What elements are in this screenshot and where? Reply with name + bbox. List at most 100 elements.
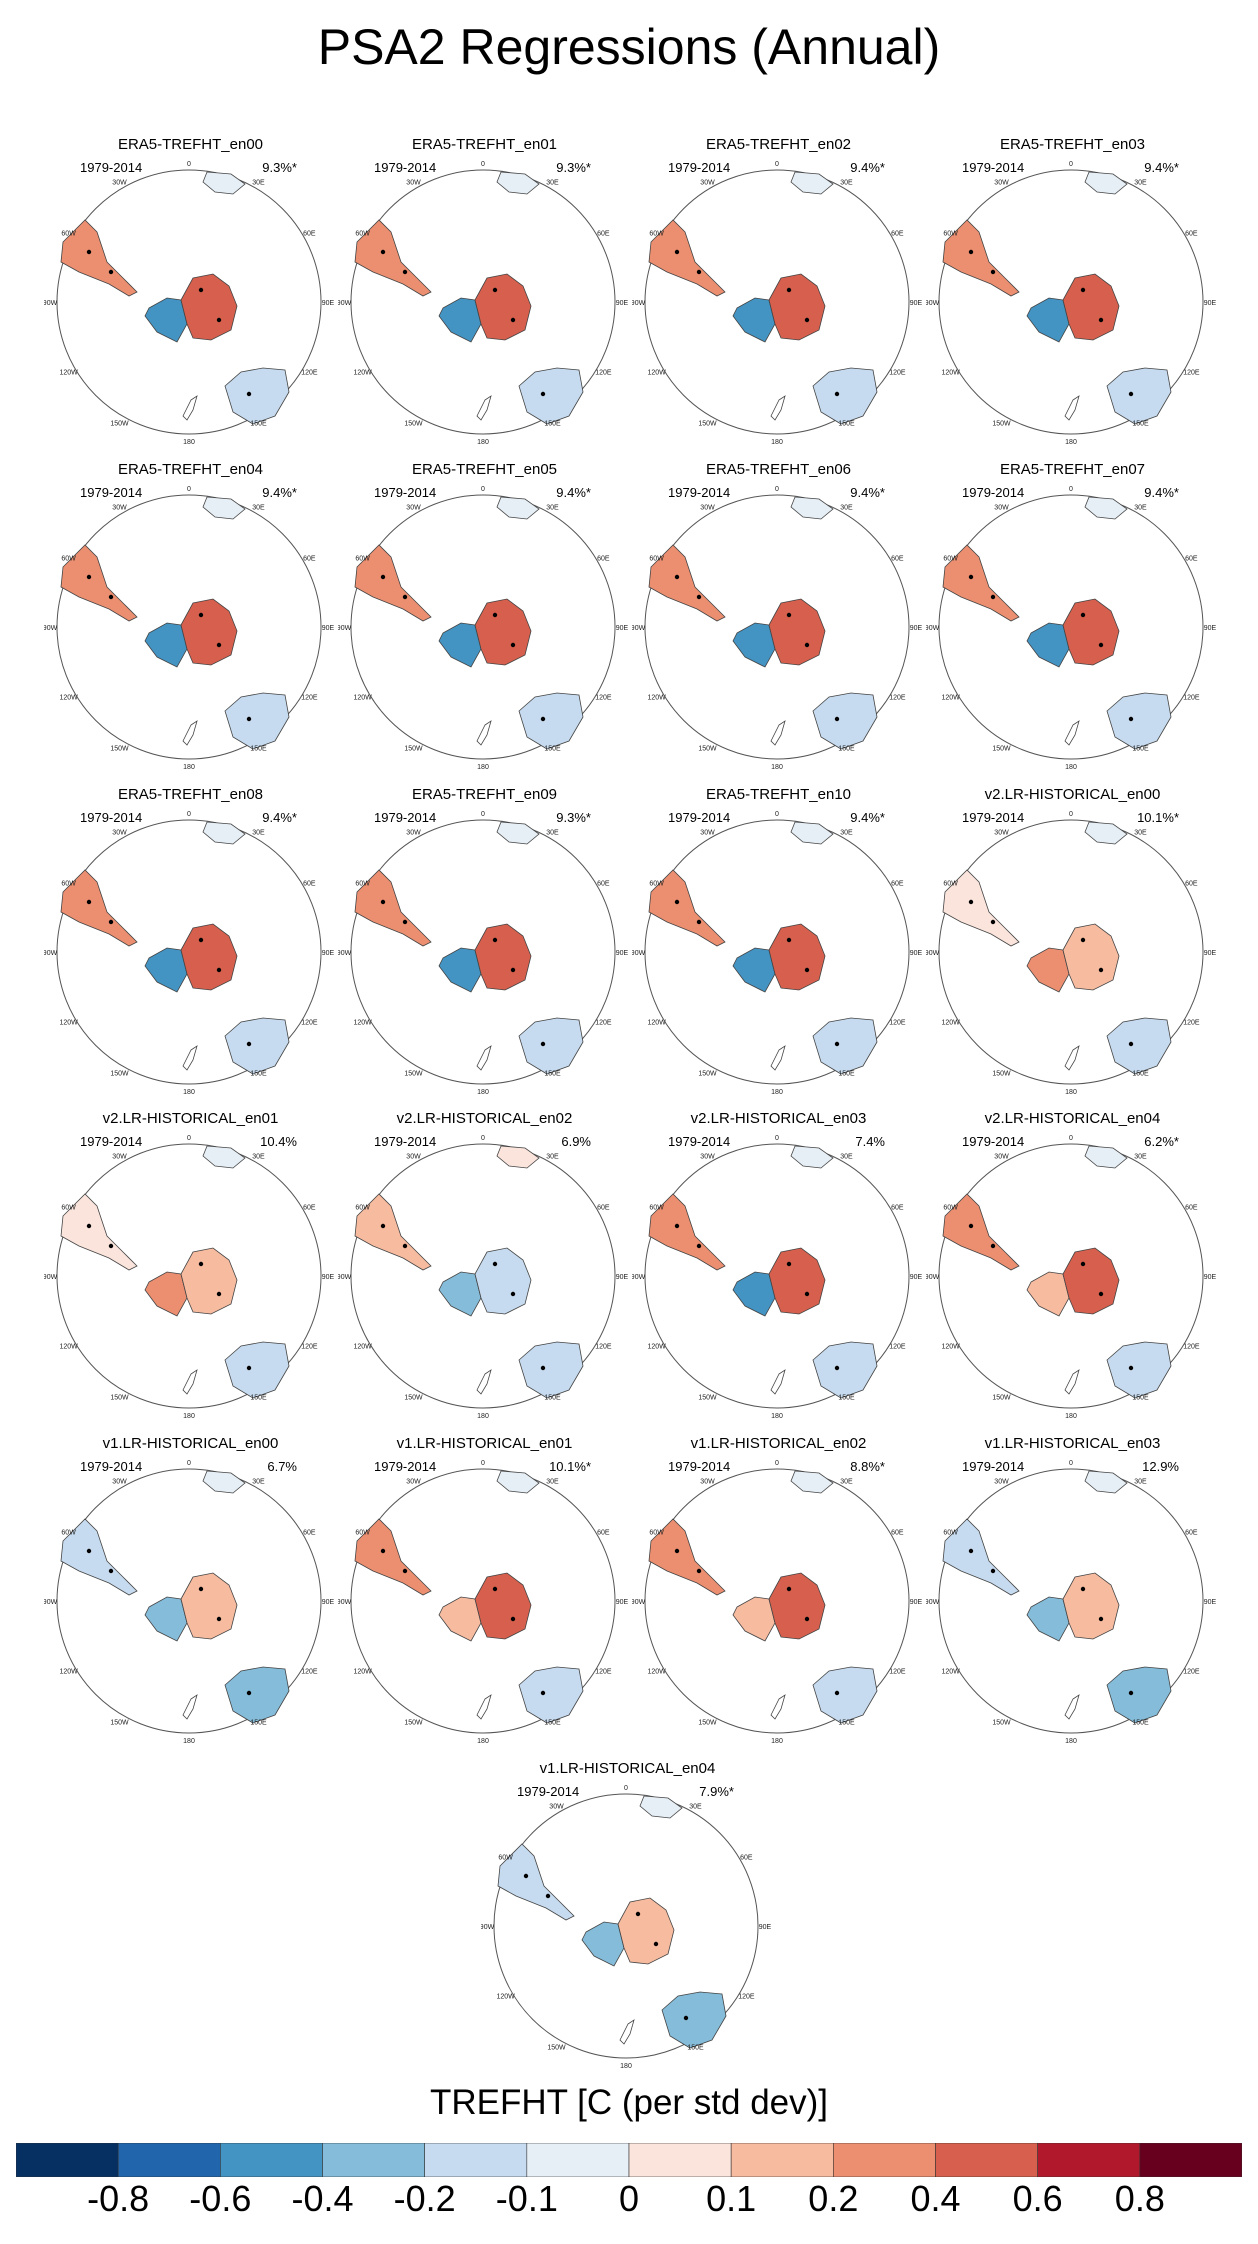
- longitude-label: 90E: [616, 1274, 629, 1281]
- panel-title: v2.LR-HISTORICAL_en03: [690, 1110, 867, 1127]
- longitude-label: 150W: [698, 1070, 717, 1077]
- longitude-label: 120E: [1183, 1344, 1200, 1351]
- polar-map: 0 30E 60E 90E 120E 150E 180 150W 120W 90W 60W 30W: [926, 1135, 1217, 1418]
- panel-period: 1979-2014: [962, 1459, 1025, 1474]
- landmass-south-america: [60, 1518, 138, 1596]
- colorbar-segment: [117, 2143, 221, 2177]
- polar-map: 0 30E 60E 90E 120E 150E 180 150W 120W 90W 60W 30W: [338, 486, 629, 769]
- landmass-south-america: [648, 219, 726, 297]
- longitude-label: 150W: [404, 420, 423, 427]
- landmass-new-zealand: [770, 720, 786, 746]
- landmass-south-america: [942, 219, 1020, 297]
- longitude-label: 30E: [840, 1154, 853, 1161]
- panel-title: ERA5-TREFHT_en08: [117, 786, 264, 803]
- polar-map: 0 30E 60E 90E 120E 150E 180 150W 120W 90W 60W 30W: [632, 161, 923, 444]
- landmass-new-zealand: [1064, 1694, 1080, 1720]
- map-panel: v2.LR-HISTORICAL_en01 1979-2014 10.4% 0 30E 6…: [44, 1110, 337, 1418]
- longitude-label: 60W: [498, 1855, 513, 1862]
- significance-dot: [786, 1586, 792, 1592]
- colorbar-title: TREFHT [C (per std dev)]: [429, 2083, 829, 2122]
- landmass-south-america: [354, 1518, 432, 1596]
- polar-map: 0 30E 60E 90E 120E 150E 180 150W 120W 90W 60W 30W: [338, 811, 629, 1094]
- map-panel: ERA5-TREFHT_en03 1979-2014 9.4%* 0 30E 60E 90E…: [926, 136, 1219, 444]
- landmass-africa: [496, 171, 540, 195]
- landmass-east-antarctica: [180, 1572, 238, 1640]
- polar-map: 0 30E 60E 90E 120E 150E 180 150W 120W 90W 60W 30W: [632, 1460, 923, 1743]
- polar-map: 0 30E 60E 90E 120E 150E 180 150W 120W 90W 60W 30W: [338, 1460, 629, 1743]
- landmass-south-america: [942, 869, 1020, 947]
- significance-dot: [380, 249, 386, 255]
- panel-title: ERA5-TREFHT_en05: [411, 461, 558, 478]
- landmass-east-antarctica: [180, 923, 238, 991]
- significance-dot: [540, 1041, 546, 1047]
- longitude-label: 120E: [595, 1669, 612, 1676]
- longitude-label: 150W: [110, 420, 129, 427]
- longitude-label: 30E: [252, 180, 265, 187]
- longitude-label: 180: [620, 2063, 632, 2068]
- longitude-label: 90E: [1204, 625, 1217, 632]
- landmass-new-zealand: [770, 395, 786, 421]
- panel-title: v2.LR-HISTORICAL_en04: [984, 1110, 1161, 1127]
- significance-dot: [804, 967, 810, 973]
- landmass-new-zealand: [476, 1369, 492, 1395]
- landmass-africa: [496, 821, 540, 845]
- significance-dot: [674, 899, 680, 905]
- panel-period: 1979-2014: [80, 485, 143, 500]
- longitude-label: 0: [624, 1785, 628, 1792]
- longitude-label: 180: [477, 1738, 489, 1743]
- panel-percent: 9.4%*: [850, 160, 885, 175]
- landmass-south-america: [60, 219, 138, 297]
- longitude-label: 30W: [700, 180, 715, 187]
- longitude-label: 90E: [616, 950, 629, 957]
- panel-percent: 7.9%*: [699, 1784, 734, 1799]
- longitude-label: 30W: [700, 830, 715, 837]
- longitude-label: 30E: [546, 1479, 559, 1486]
- longitude-label: 30W: [406, 180, 421, 187]
- panel-title: v2.LR-HISTORICAL_en01: [102, 1110, 279, 1127]
- significance-dot: [804, 1616, 810, 1622]
- polar-map: 0 30E 60E 90E 120E 150E 180 150W 120W 90W 60W 30W: [481, 1785, 772, 2068]
- longitude-label: 60W: [943, 1530, 958, 1537]
- map-panel: v2.LR-HISTORICAL_en02 1979-2014 6.9% 0 30E 60…: [338, 1110, 631, 1418]
- significance-dot: [198, 1261, 204, 1267]
- significance-dot: [834, 1041, 840, 1047]
- longitude-label: 30E: [546, 505, 559, 512]
- landmass-east-antarctica: [1062, 273, 1120, 341]
- landmass-west-antarctica: [1026, 947, 1070, 993]
- longitude-label: 90W: [926, 625, 940, 632]
- map-panel: ERA5-TREFHT_en00 1979-2014 9.3%* 0 30E 60E 90E…: [44, 136, 337, 444]
- longitude-label: 120E: [738, 1994, 755, 2001]
- significance-dot: [674, 574, 680, 580]
- landmass-west-antarctica: [1026, 1596, 1070, 1642]
- landmass-west-antarctica: [581, 1921, 625, 1967]
- significance-dot: [86, 1223, 92, 1229]
- longitude-label: 90W: [338, 1274, 352, 1281]
- landmass-new-zealand: [1064, 720, 1080, 746]
- longitude-label: 120W: [353, 695, 372, 702]
- longitude-label: 90E: [759, 1924, 772, 1931]
- longitude-label: 150W: [698, 1719, 717, 1726]
- panel-percent: 10.1%*: [549, 1459, 591, 1474]
- panel-percent: 9.4%*: [850, 810, 885, 825]
- longitude-label: 150W: [110, 1394, 129, 1401]
- longitude-label: 60E: [1185, 881, 1198, 888]
- landmass-south-america: [60, 544, 138, 622]
- colorbar-tick-label: 0.6: [1012, 2178, 1063, 2219]
- significance-dot: [1098, 1291, 1104, 1297]
- panel-title: ERA5-TREFHT_en04: [117, 461, 264, 478]
- significance-dot: [86, 1548, 92, 1554]
- longitude-label: 30E: [546, 830, 559, 837]
- significance-dot: [523, 1873, 529, 1879]
- significance-dot: [834, 716, 840, 722]
- longitude-label: 180: [771, 439, 783, 444]
- longitude-label: 60E: [1185, 1205, 1198, 1212]
- longitude-label: 60E: [597, 1530, 610, 1537]
- landmass-new-zealand: [770, 1694, 786, 1720]
- longitude-label: 30W: [406, 1479, 421, 1486]
- longitude-label: 120W: [647, 1020, 666, 1027]
- longitude-label: 0: [187, 1135, 191, 1142]
- landmass-east-antarctica: [768, 598, 826, 666]
- significance-dot: [492, 1586, 498, 1592]
- panel-period: 1979-2014: [668, 485, 731, 500]
- longitude-label: 90W: [926, 1274, 940, 1281]
